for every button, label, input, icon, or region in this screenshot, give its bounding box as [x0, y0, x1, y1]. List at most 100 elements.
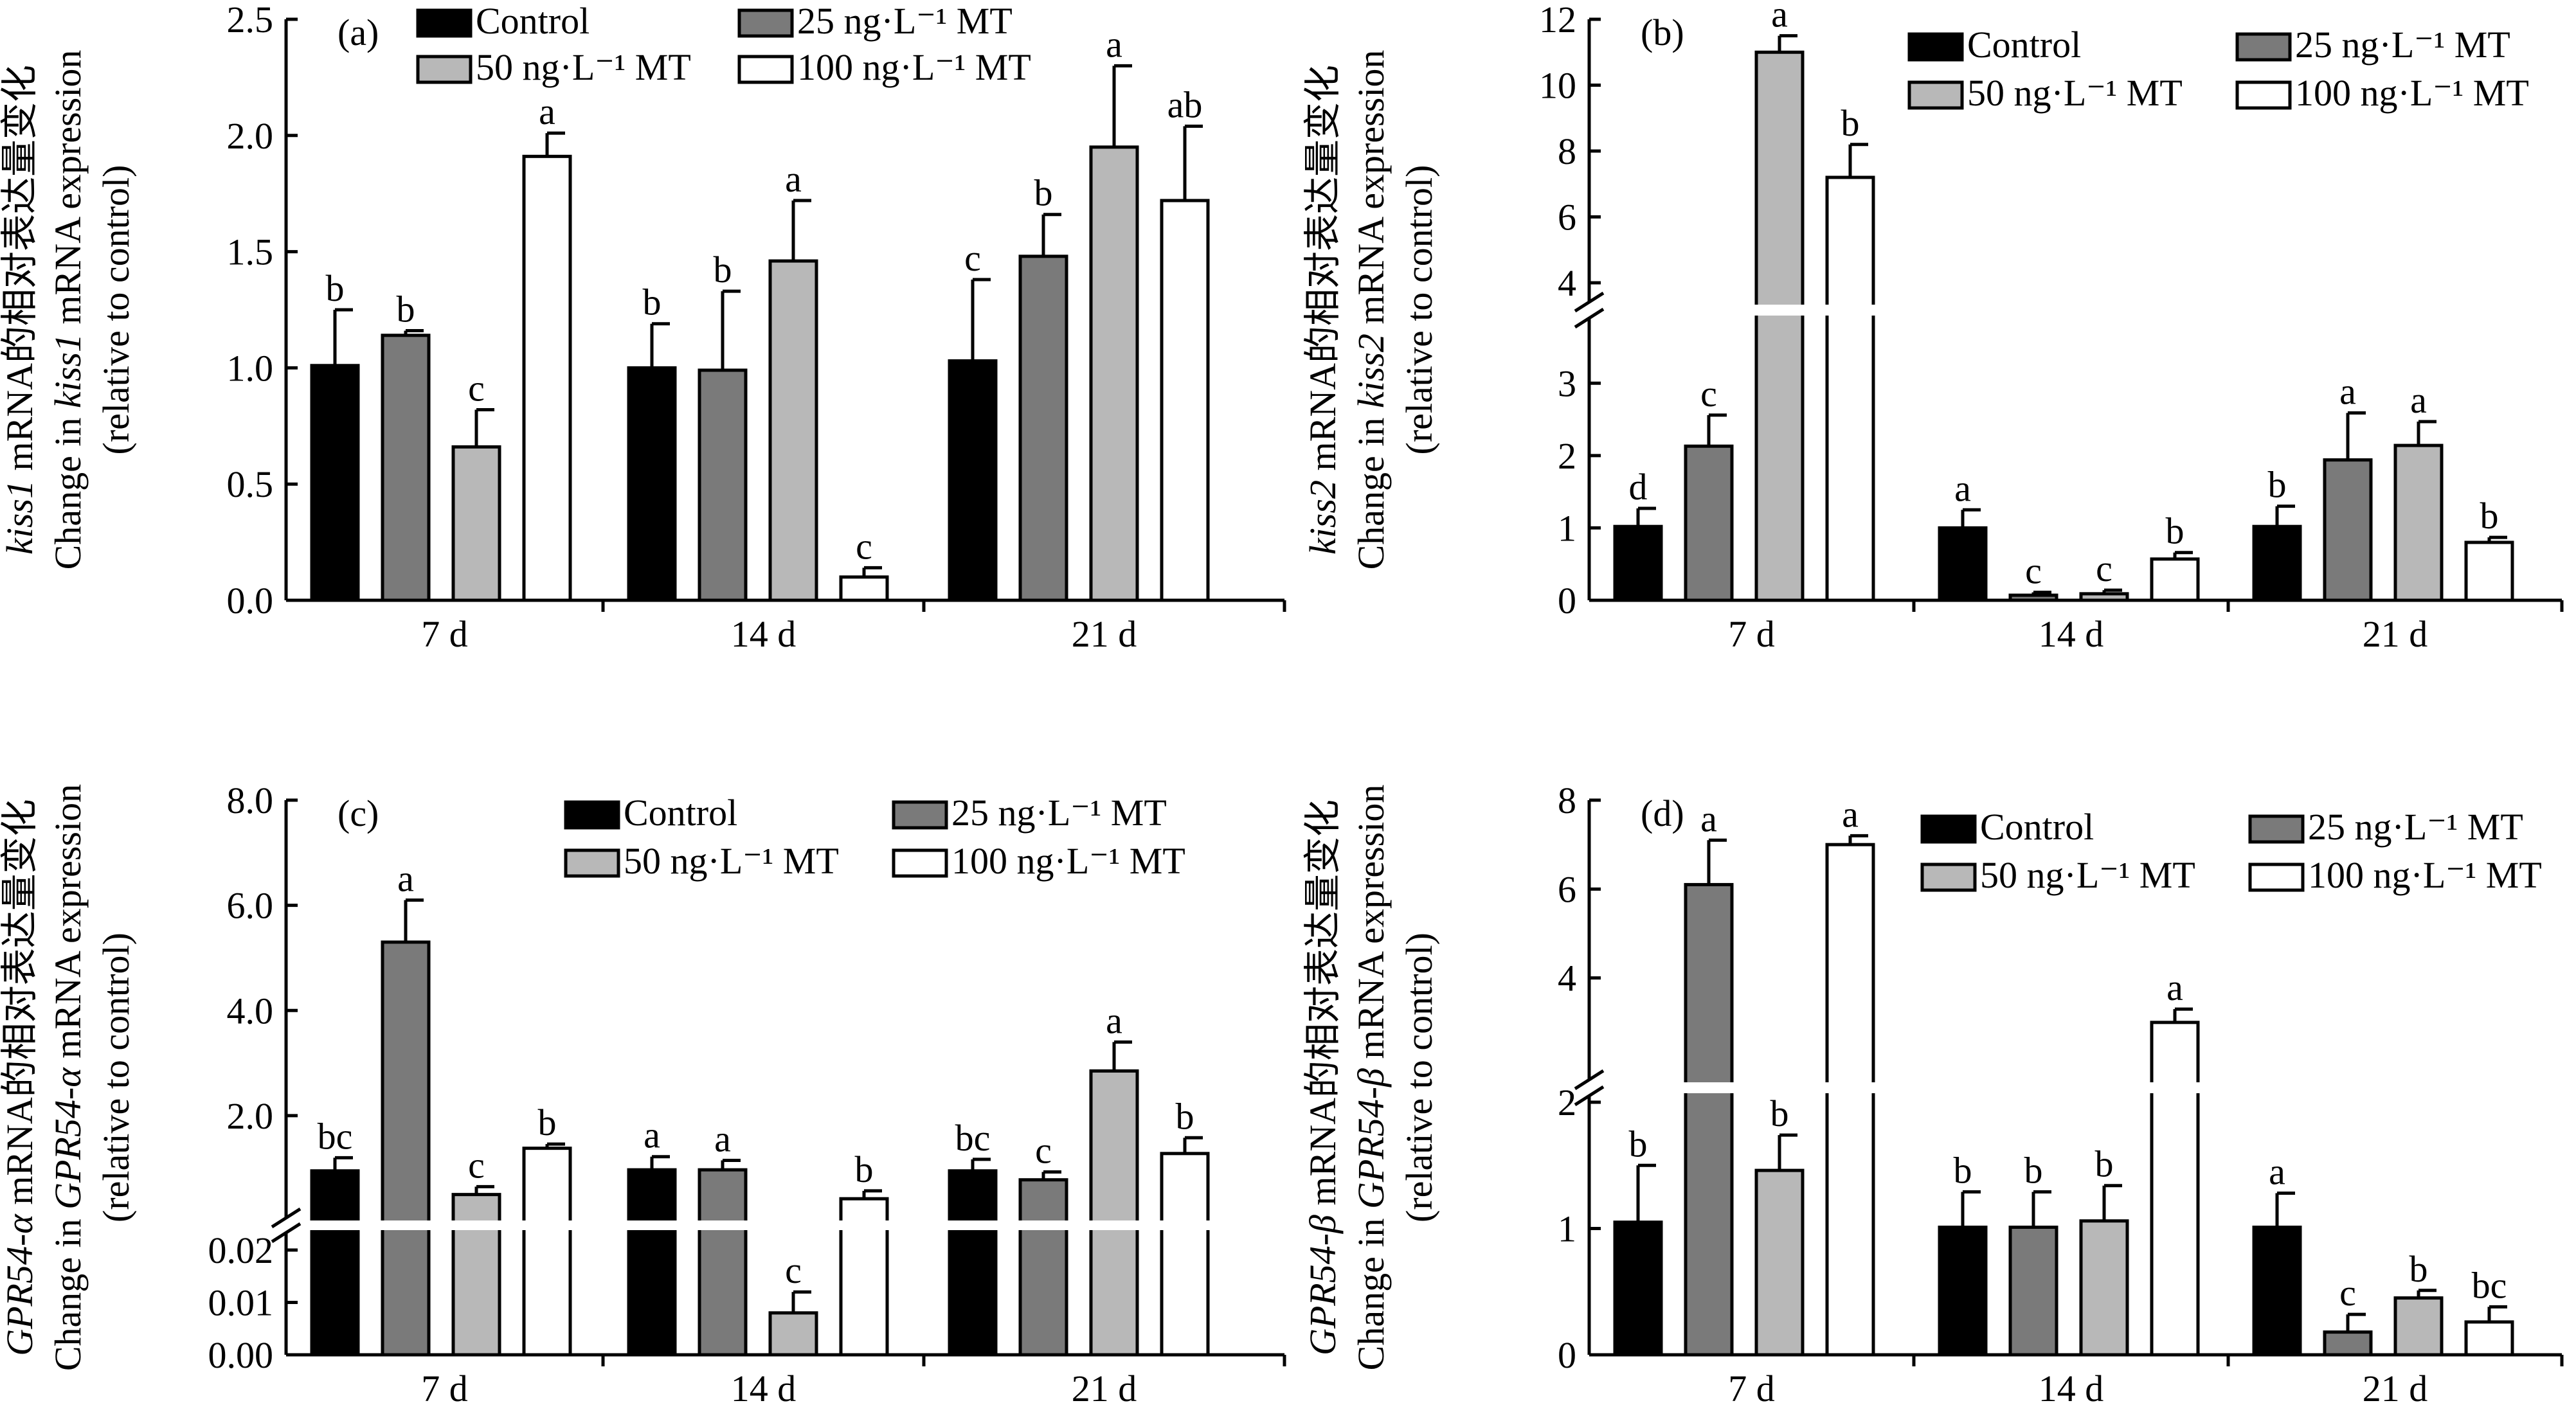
- significance-letter: c: [964, 237, 981, 279]
- significance-letter: c: [2096, 548, 2112, 589]
- axis-break-mark: [1574, 1069, 1605, 1091]
- legend-label: 100 ng·L⁻¹ MT: [797, 46, 1031, 88]
- ylabel-part: Change in: [47, 408, 89, 569]
- legend-swatch: [737, 8, 794, 38]
- y-tick-label: 0.01: [208, 1282, 274, 1324]
- significance-letter: b: [1034, 172, 1053, 214]
- significance-letter: bc: [318, 1115, 353, 1157]
- x-tick-label: 21 d: [2363, 1368, 2428, 1403]
- bar-break-gap: [520, 1220, 574, 1230]
- bar: [2393, 1296, 2444, 1357]
- bar: [2323, 1330, 2373, 1357]
- legend-label: 50 ng·L⁻¹ MT: [476, 46, 691, 88]
- axis-break-mark: [1574, 1085, 1605, 1107]
- bar: [2150, 1021, 2200, 1357]
- y-tick-label: 6: [1558, 868, 1576, 910]
- bar: [1754, 50, 1805, 602]
- y-axis-label-en: Change in kiss1 mRNA expression: [47, 50, 89, 570]
- ylabel-part: Change in: [1350, 408, 1392, 569]
- y-tick-label: 0.5: [227, 463, 274, 505]
- y-tick-label: 8.0: [227, 780, 274, 821]
- significance-letter: c: [785, 1249, 802, 1291]
- y-tick-label: 2.5: [227, 0, 274, 40]
- significance-letter: b: [1770, 1093, 1789, 1134]
- legend-swatch: [1907, 80, 1964, 110]
- bar-break-gap: [1016, 1220, 1070, 1230]
- y-tick-label: 4.0: [227, 990, 274, 1032]
- y-tick-label: 10: [1539, 65, 1576, 107]
- legend-label: Control: [476, 0, 590, 42]
- x-tick-label: 21 d: [1072, 613, 1137, 655]
- y-axis-label-sub: (relative to control): [1398, 933, 1440, 1222]
- bar: [1938, 526, 1988, 602]
- bar: [1089, 145, 1139, 602]
- significance-letter: c: [2025, 550, 2042, 592]
- y-tick-label: 0.00: [208, 1334, 274, 1376]
- bar: [522, 154, 572, 602]
- ylabel-part: mRNA的相对表达量变化: [1302, 65, 1344, 480]
- legend-label: 50 ng·L⁻¹ MT: [1980, 854, 2195, 896]
- bar: [522, 1147, 572, 1357]
- x-tick-label: 14 d: [731, 613, 797, 655]
- legend-swatch: [564, 848, 620, 878]
- ylabel-part: kiss2: [1302, 480, 1344, 555]
- axis-break-mark: [271, 1207, 302, 1229]
- legend-label: 100 ng·L⁻¹ MT: [2308, 854, 2542, 896]
- bar: [948, 359, 998, 602]
- ylabel-part: kiss1: [0, 480, 41, 555]
- bar: [381, 334, 431, 602]
- bar: [1613, 1220, 1663, 1357]
- y-tick-label: 2: [1558, 1082, 1576, 1123]
- significance-letter: ab: [1167, 84, 1203, 125]
- x-tick-label: 21 d: [1072, 1368, 1137, 1403]
- significance-letter: a: [539, 91, 555, 132]
- y-axis-label-en: Change in kiss2 mRNA expression: [1350, 50, 1392, 570]
- significance-letter: b: [2268, 464, 2287, 506]
- x-tick-label: 7 d: [1728, 613, 1775, 655]
- legend-swatch: [1920, 814, 1977, 844]
- y-axis-label-sub: (relative to control): [95, 933, 137, 1222]
- x-tick-label: 7 d: [421, 1368, 468, 1403]
- legend-label: 25 ng·L⁻¹ MT: [2308, 806, 2523, 848]
- legend-swatch: [1920, 862, 1977, 892]
- bar: [310, 1169, 360, 1357]
- bar-break-gap: [1823, 305, 1877, 316]
- bar: [2150, 557, 2200, 602]
- legend-label: 100 ng·L⁻¹ MT: [951, 840, 1185, 882]
- y-axis-label-en: Change in GPR54-β mRNA expression: [1350, 785, 1392, 1371]
- bar: [2008, 1226, 2058, 1357]
- bar: [1938, 1226, 1988, 1357]
- significance-letter: a: [1106, 23, 1122, 65]
- y-axis-label-cn: kiss2 mRNA的相对表达量变化: [1302, 65, 1344, 555]
- legend-swatch: [892, 800, 948, 830]
- bar: [1754, 1168, 1805, 1357]
- axis-break-mark: [1574, 291, 1605, 313]
- significance-letter: c: [856, 525, 872, 567]
- bar: [2464, 1320, 2514, 1357]
- bar-break-gap: [379, 1220, 433, 1230]
- legend-swatch: [416, 55, 473, 84]
- significance-letter: a: [1106, 999, 1122, 1041]
- bar-break-gap: [837, 1220, 891, 1230]
- y-tick-label: 2: [1558, 435, 1576, 477]
- significance-letter: b: [2480, 495, 2499, 537]
- bar: [768, 259, 818, 602]
- significance-letter: a: [644, 1114, 660, 1156]
- significance-letter: b: [1176, 1095, 1194, 1137]
- bar-break-gap: [696, 1220, 750, 1230]
- panel-a: 0.0 0.5 1.0 1.5 2.0 2.5 7 d 14 d 21 d b b c b b b c a a a c…: [0, 0, 1286, 655]
- significance-letter: b: [2024, 1150, 2043, 1192]
- panel-label: (b): [1641, 12, 1684, 53]
- significance-letter: b: [1629, 1123, 1648, 1165]
- ylabel-part: GPR54-β: [1302, 1215, 1344, 1355]
- bar-break-gap: [1823, 1082, 1877, 1093]
- significance-letter: a: [2339, 370, 2356, 412]
- y-tick-label: 1: [1558, 1208, 1576, 1250]
- significance-letter: c: [2339, 1272, 2356, 1314]
- significance-letter: b: [643, 281, 662, 323]
- y-tick-label: 4: [1558, 262, 1576, 304]
- legend-swatch: [416, 8, 473, 38]
